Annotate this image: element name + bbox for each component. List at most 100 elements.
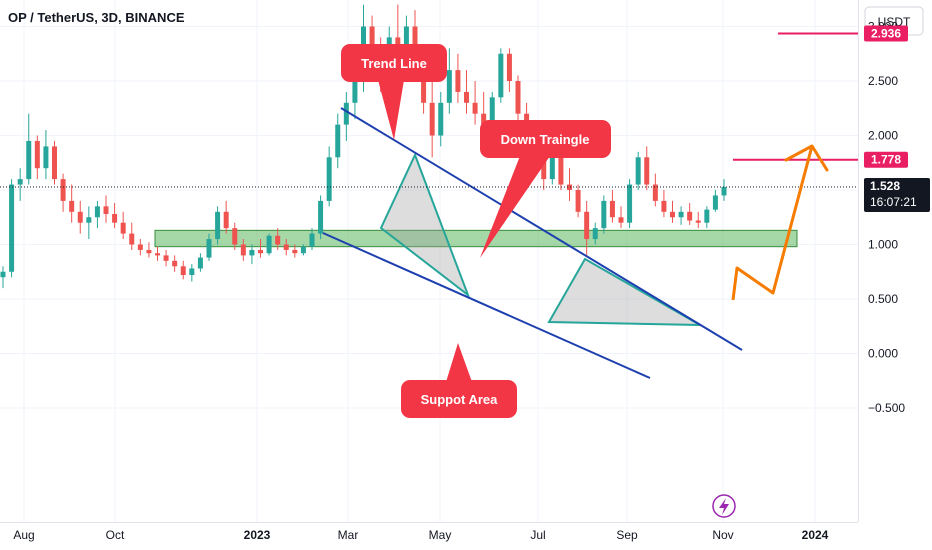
lightning-bolt: [719, 498, 729, 515]
candle-body: [206, 239, 212, 258]
candle-body: [472, 102, 478, 114]
candle-body: [240, 244, 246, 256]
candle: [34, 135, 40, 180]
candle: [592, 222, 598, 245]
candle-body: [575, 190, 581, 212]
candle-body: [438, 102, 444, 136]
candle: [558, 151, 564, 190]
time-tick-label: Jul: [530, 528, 545, 542]
candle-body: [704, 209, 710, 223]
candle: [472, 81, 478, 125]
time-tick-label: Mar: [338, 528, 359, 542]
candle: [575, 184, 581, 218]
price-tick-label: 0.500: [868, 292, 898, 306]
candle-body: [163, 255, 169, 261]
candle: [206, 233, 212, 261]
countdown-text: 16:07:21: [870, 195, 917, 209]
candle: [515, 75, 521, 125]
candle-body: [678, 211, 684, 218]
candle-body: [627, 184, 633, 223]
candle: [498, 48, 504, 103]
callout-trend-line[interactable]: Trend Line: [341, 44, 447, 140]
lightning-event-icon[interactable]: [712, 494, 736, 518]
trend-line-upper[interactable]: [340, 107, 743, 351]
candle: [86, 206, 92, 240]
candle-body: [352, 81, 358, 103]
callout-pointer: [480, 156, 550, 258]
candle-body: [558, 157, 564, 185]
candle: [155, 246, 160, 261]
candle: [644, 146, 650, 190]
candle-body: [455, 70, 461, 92]
candle-body: [60, 179, 66, 201]
chart-title: OP / TetherUS, 3D, BINANCE: [8, 10, 185, 25]
trend-line-lower[interactable]: [322, 232, 651, 379]
candle: [326, 146, 332, 207]
candle-body: [506, 53, 512, 81]
candle: [266, 233, 272, 256]
candle-body: [249, 249, 255, 256]
candle-body: [137, 244, 143, 250]
candle-body: [258, 249, 263, 254]
callout-pointer: [378, 80, 404, 140]
candle: [163, 249, 169, 267]
candle-body: [515, 81, 521, 114]
time-tick-label: Sep: [616, 528, 638, 542]
candle: [129, 222, 135, 250]
candle-body: [464, 91, 469, 103]
candle: [0, 266, 6, 289]
time-tick-label: May: [429, 528, 452, 542]
candle: [215, 206, 221, 245]
candle-body: [670, 211, 675, 218]
candle-body: [112, 213, 118, 223]
candle-body: [69, 200, 75, 212]
candle-body: [189, 268, 195, 276]
price-tag-target-high: 2.936: [864, 25, 908, 42]
candle-body: [446, 70, 452, 103]
callout-text: Down Traingle: [501, 132, 590, 147]
candle: [120, 211, 126, 240]
candle: [189, 264, 195, 282]
candle-body: [129, 233, 135, 245]
candle: [17, 168, 23, 201]
candle-body: [489, 97, 495, 125]
candle: [721, 179, 727, 201]
callout-box: [480, 120, 611, 158]
candle-body: [695, 220, 701, 223]
candle-body: [275, 235, 281, 245]
callout-support-area[interactable]: Suppot Area: [401, 343, 517, 418]
price-tick-label: 2.000: [868, 129, 898, 143]
candle-body: [687, 211, 693, 221]
time-axis[interactable]: Aug Oct 2023 Mar May Jul Sep Nov 2024: [13, 528, 828, 542]
candle-body: [609, 200, 615, 218]
candle-body: [283, 244, 289, 250]
candle-body: [618, 217, 624, 223]
triangle-pattern-1[interactable]: [379, 152, 471, 298]
candle: [103, 195, 109, 223]
callout-down-triangle[interactable]: Down Traingle: [480, 120, 611, 258]
candle: [69, 184, 75, 223]
candle-body: [103, 206, 109, 214]
candle: [446, 48, 452, 114]
support-zone[interactable]: [154, 229, 798, 248]
candle: [618, 206, 624, 229]
candle: [300, 244, 306, 256]
candle: [343, 91, 349, 141]
current-price-box: [864, 177, 930, 212]
candle: [506, 48, 512, 92]
price-tag-current: 1.528 16:07:21: [864, 177, 930, 212]
candle: [635, 151, 641, 190]
candle: [609, 190, 615, 223]
candle: [704, 206, 710, 229]
candle-body: [197, 257, 203, 269]
projection-path[interactable]: [731, 145, 814, 301]
candles: [0, 4, 727, 289]
candle-body: [77, 211, 83, 223]
callout-text: Trend Line: [361, 56, 427, 71]
candle-body: [146, 249, 152, 254]
candle-body: [172, 260, 178, 267]
callout-text: Suppot Area: [421, 392, 499, 407]
callout-pointer: [446, 343, 472, 382]
triangle-pattern-2[interactable]: [547, 257, 701, 326]
